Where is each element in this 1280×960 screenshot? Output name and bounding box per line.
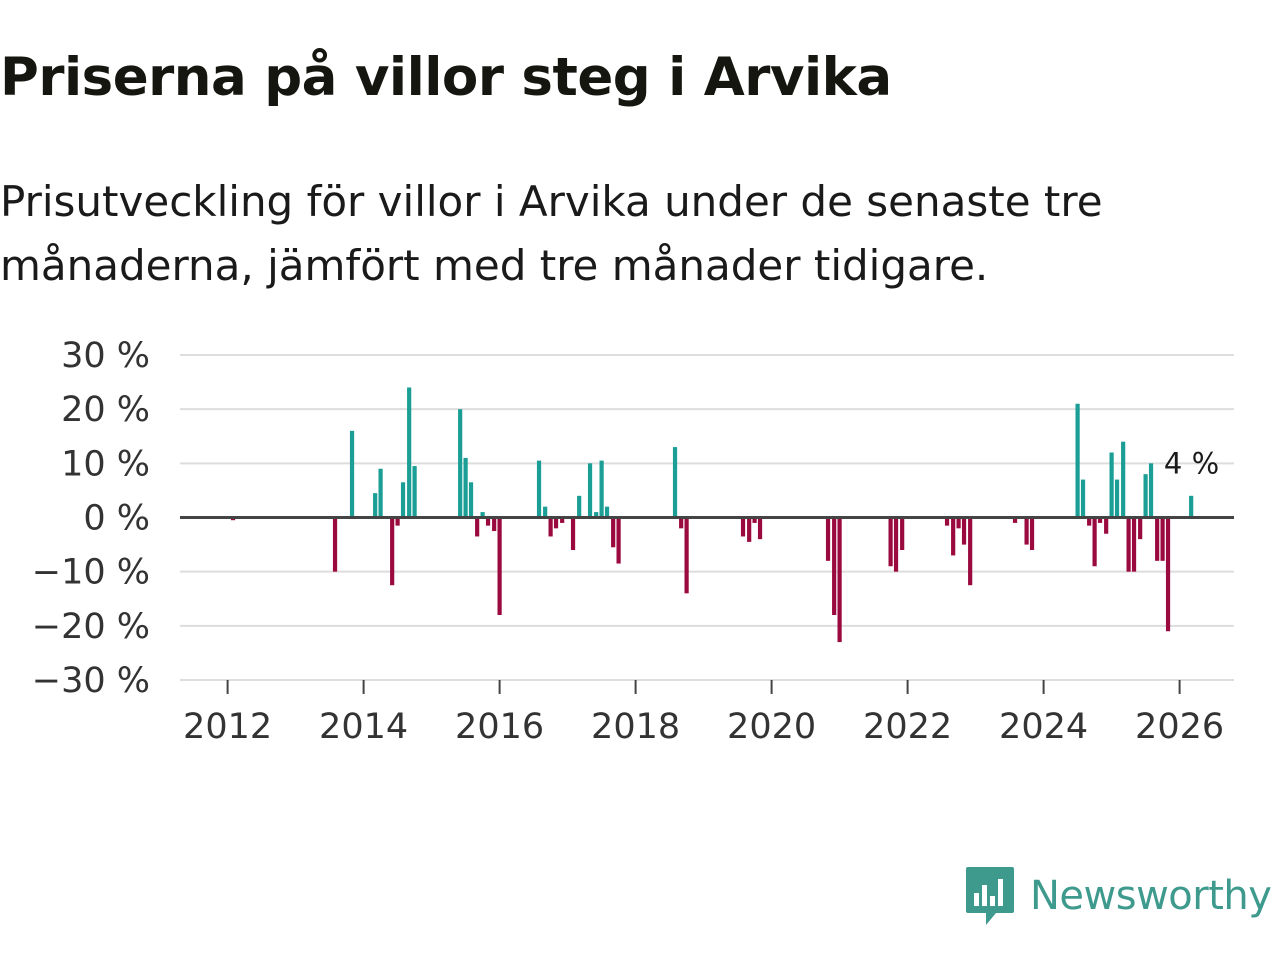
bar — [536, 460, 542, 518]
bar — [543, 506, 548, 518]
bar — [407, 387, 412, 518]
bar — [463, 457, 468, 518]
x-tick-label: 2016 — [455, 707, 544, 747]
bar — [961, 517, 967, 545]
bar — [1143, 474, 1148, 518]
bar — [1114, 479, 1120, 518]
bar — [468, 482, 474, 518]
bar — [951, 517, 956, 556]
bar — [1012, 517, 1018, 523]
bar — [485, 517, 491, 526]
bar — [1138, 517, 1143, 540]
bar — [1148, 463, 1154, 518]
x-tick-label: 2018 — [591, 707, 680, 747]
chart-subtitle: Prisutveckling för villor i Arvika under… — [0, 177, 1103, 290]
bar — [560, 517, 565, 523]
annotations: 4 % — [1164, 446, 1219, 480]
bar — [888, 517, 893, 567]
bar — [400, 482, 406, 518]
bar — [373, 493, 378, 518]
y-tick-label: 20 % — [61, 390, 150, 430]
newsworthy-logo[interactable]: Newsworthy — [964, 864, 1272, 928]
bar — [1160, 517, 1165, 561]
bar — [1024, 517, 1029, 545]
y-tick-label: 30 % — [61, 336, 150, 376]
bar — [1097, 517, 1103, 523]
bar-group — [230, 387, 1194, 643]
bar — [944, 517, 950, 526]
bar — [1189, 495, 1194, 518]
axes: 30 % 20 % 10 % 0 % −10 % −20 % −30 % 2012 2014 20… — [32, 336, 1234, 747]
bar — [332, 517, 338, 572]
bar — [1155, 517, 1160, 561]
bar — [611, 517, 616, 548]
bar — [1104, 517, 1109, 534]
bar — [553, 517, 559, 529]
bar — [548, 517, 553, 537]
bar — [412, 466, 417, 518]
bar — [1075, 403, 1080, 518]
bar — [672, 447, 678, 518]
y-tick-label: −20 % — [32, 607, 150, 647]
bar — [1131, 517, 1137, 572]
bar — [893, 517, 899, 572]
x-tick-label: 2012 — [183, 707, 272, 747]
bar — [480, 512, 485, 518]
x-tick-label: 2020 — [727, 707, 816, 747]
x-tick-label: 2024 — [999, 707, 1088, 747]
bar — [390, 517, 395, 586]
bar — [594, 512, 599, 518]
bar — [968, 517, 973, 586]
bar — [577, 495, 582, 518]
bar — [395, 517, 400, 526]
bar — [475, 517, 480, 537]
bar — [497, 517, 502, 615]
newsworthy-logo-icon — [966, 867, 1014, 925]
bar — [378, 468, 383, 518]
bar — [757, 517, 763, 540]
bar — [752, 517, 757, 523]
latest-value-label: 4 % — [1164, 446, 1219, 480]
bar — [1092, 517, 1097, 567]
y-tick-label: −10 % — [32, 553, 150, 593]
bar — [1087, 517, 1092, 526]
bar — [837, 517, 842, 643]
bar — [1029, 517, 1035, 550]
x-tick-label: 2022 — [863, 707, 952, 747]
bar — [570, 517, 576, 550]
bar — [458, 409, 463, 518]
bar — [740, 517, 746, 537]
bar — [684, 517, 689, 594]
bar — [679, 517, 684, 529]
bar — [1165, 517, 1171, 632]
bar — [900, 517, 905, 550]
bar-chart: 30 % 20 % 10 % 0 % −10 % −20 % −30 % 2012 2014 20… — [32, 336, 1234, 747]
x-tick-label: 2014 — [319, 707, 408, 747]
bar — [1109, 452, 1114, 518]
bar — [825, 517, 831, 561]
bar — [1126, 517, 1131, 572]
bar — [604, 506, 610, 518]
y-tick-label: −30 % — [32, 661, 150, 701]
brand-name: Newsworthy — [1030, 873, 1272, 919]
bar — [956, 517, 961, 529]
bar — [1080, 479, 1086, 518]
bar — [832, 517, 837, 615]
bar — [587, 463, 593, 518]
y-tick-label: 0 % — [83, 499, 150, 539]
bar — [1121, 441, 1126, 518]
bar — [349, 430, 355, 518]
bar — [616, 517, 621, 564]
chart-title: Priserna på villor steg i Arvika — [0, 47, 892, 108]
bar — [492, 517, 497, 532]
y-tick-label: 10 % — [61, 444, 150, 484]
bar — [599, 460, 604, 518]
x-tick-label: 2026 — [1135, 707, 1224, 747]
bar — [747, 517, 752, 542]
